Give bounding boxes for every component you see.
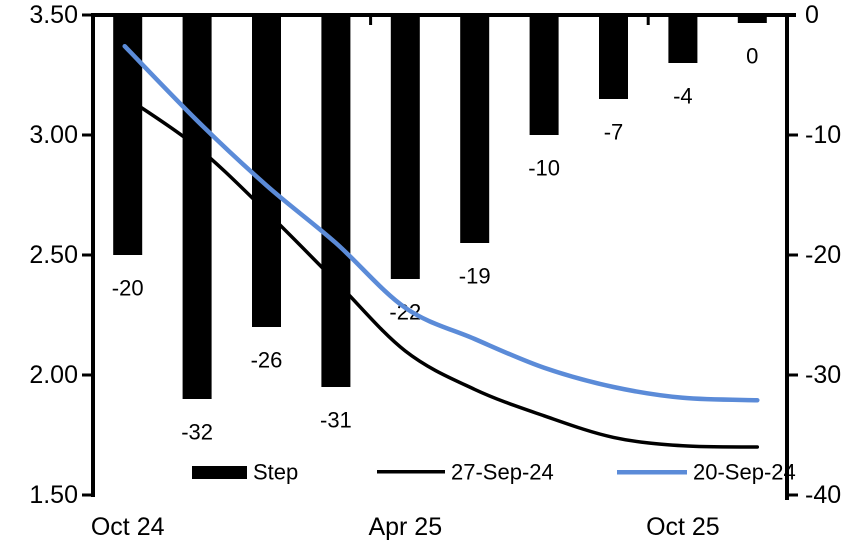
left-axis-tick xyxy=(82,133,91,137)
left-axis-label: 2.50 xyxy=(29,241,78,269)
legend-label: 27-Sep-24 xyxy=(451,460,554,485)
legend-swatch-line xyxy=(617,470,687,475)
bar-data-label: 0 xyxy=(746,44,758,69)
line-20-sep-24 xyxy=(122,43,760,403)
bar-data-label: -22 xyxy=(389,300,421,325)
bar-data-label: -31 xyxy=(320,408,352,433)
bar-data-label: -26 xyxy=(251,348,283,373)
step-bar xyxy=(252,15,281,327)
step-bar xyxy=(599,15,628,99)
bar-data-label: -19 xyxy=(459,264,491,289)
legend-label: 20-Sep-24 xyxy=(693,460,796,485)
legend-swatch-bar xyxy=(192,466,247,479)
left-axis-label: 3.50 xyxy=(29,1,78,29)
bar-data-label: -20 xyxy=(112,276,144,301)
step-bar xyxy=(737,15,767,23)
right-axis-label: -30 xyxy=(805,361,841,389)
right-axis-label: -40 xyxy=(805,481,841,509)
x-axis-label: Oct 24 xyxy=(91,513,165,541)
right-axis-label: -20 xyxy=(805,241,841,269)
left-axis-tick xyxy=(82,493,91,497)
step-bar xyxy=(390,15,420,279)
right-axis-label: -10 xyxy=(805,121,841,149)
right-axis-label: 0 xyxy=(805,1,819,29)
right-axis-tick xyxy=(789,373,798,377)
step-bar xyxy=(529,15,559,135)
zero-line xyxy=(91,13,796,17)
legend-swatch-line xyxy=(377,470,445,474)
left-axis-tick xyxy=(82,13,91,17)
bar-data-label: -32 xyxy=(181,420,213,445)
left-axis-tick xyxy=(82,253,91,257)
right-axis-tick xyxy=(789,253,798,257)
step-bar xyxy=(182,15,212,399)
left-axis-label: 2.00 xyxy=(29,361,78,389)
bar-data-label: -4 xyxy=(673,84,693,109)
step-bar xyxy=(460,15,490,243)
x-axis-tick xyxy=(369,17,373,25)
left-axis-label: 1.50 xyxy=(29,481,78,509)
step-bar xyxy=(321,15,351,387)
left-axis-label: 3.00 xyxy=(29,121,78,149)
step-bar xyxy=(668,15,698,63)
right-axis-line xyxy=(785,13,789,500)
line-27-sep-24 xyxy=(122,94,760,449)
legend-label: Step xyxy=(253,460,298,485)
step-bar xyxy=(113,15,143,255)
bar-data-label: -7 xyxy=(604,120,624,145)
x-axis-label: Oct 25 xyxy=(646,513,720,541)
left-axis-tick xyxy=(82,373,91,377)
right-axis-tick xyxy=(789,133,798,137)
x-axis-label: Apr 25 xyxy=(368,513,442,541)
right-axis-tick xyxy=(789,493,798,497)
left-axis-line xyxy=(91,13,95,497)
x-axis-tick xyxy=(646,17,650,25)
bar-data-label: -10 xyxy=(528,156,560,181)
